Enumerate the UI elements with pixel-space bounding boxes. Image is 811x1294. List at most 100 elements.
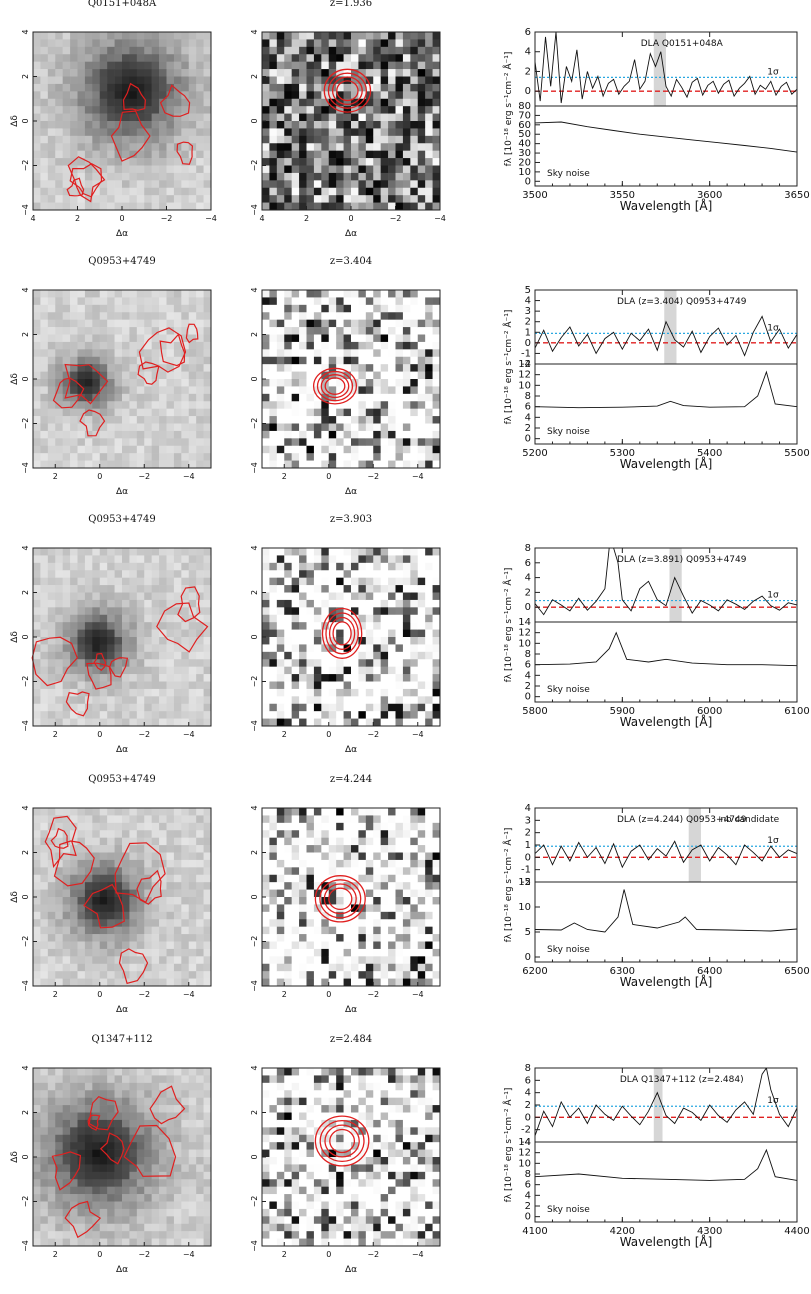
pixel	[196, 460, 204, 469]
pixel	[136, 341, 145, 350]
pixel	[276, 150, 285, 159]
pixel	[299, 622, 307, 630]
pixel	[284, 919, 292, 927]
pixel	[181, 919, 190, 927]
pixel	[92, 158, 101, 166]
pixel	[269, 32, 278, 40]
pixel	[410, 629, 419, 638]
pixel	[40, 688, 49, 697]
x-tick-label: 2	[53, 990, 58, 999]
pixel	[313, 815, 322, 824]
pixel	[136, 91, 145, 100]
pixel	[47, 195, 56, 203]
pixel	[276, 106, 285, 114]
pixel	[40, 815, 49, 824]
pixel	[181, 46, 190, 55]
pixel	[203, 882, 212, 890]
pixel	[306, 83, 315, 92]
pixel	[70, 453, 78, 461]
pixel	[84, 371, 93, 380]
pixel	[373, 83, 381, 92]
pixel	[122, 651, 130, 660]
pixel	[136, 143, 145, 151]
pixel	[92, 423, 101, 432]
pixel	[151, 808, 160, 816]
pixel	[336, 128, 344, 137]
pixel	[122, 852, 130, 861]
pixel	[129, 629, 138, 638]
pixel	[410, 830, 419, 838]
pixel	[159, 46, 167, 55]
pixel	[40, 401, 49, 409]
pixel	[84, 934, 93, 942]
pixel	[62, 897, 71, 905]
pixel	[77, 349, 86, 358]
pixel	[269, 453, 278, 461]
pixel	[284, 852, 292, 861]
pixel	[425, 430, 433, 439]
pixel	[358, 165, 367, 174]
y-tick-label: −2	[21, 676, 30, 688]
pixel	[276, 460, 285, 469]
pixel	[92, 681, 101, 690]
pixel	[151, 445, 160, 454]
pixel	[77, 54, 86, 62]
pixel	[365, 971, 374, 979]
pixel	[402, 54, 411, 62]
pixel	[425, 577, 433, 586]
pixel	[107, 83, 115, 92]
pixel	[181, 941, 190, 950]
pixel	[306, 555, 315, 564]
pixel	[84, 128, 93, 137]
pixel	[166, 607, 175, 616]
pixel	[40, 91, 49, 100]
pixel	[373, 978, 381, 987]
pixel	[166, 919, 175, 927]
pixel	[70, 659, 78, 667]
pixel	[425, 202, 433, 211]
pixel	[328, 555, 337, 564]
pixel	[114, 607, 123, 616]
pixel	[321, 808, 330, 816]
pixel	[70, 577, 78, 586]
pixel	[351, 874, 359, 883]
pixel	[203, 592, 212, 601]
pixel	[432, 614, 441, 623]
pixel	[284, 644, 292, 653]
pixel	[188, 681, 197, 690]
sky-y-tick-label: 6	[525, 402, 531, 413]
contour	[64, 363, 109, 405]
pixel	[136, 297, 145, 306]
pixel	[336, 121, 344, 129]
pixel	[417, 202, 426, 211]
pixel	[151, 304, 160, 313]
pixel	[70, 911, 78, 920]
pixel	[99, 555, 108, 564]
pixel	[84, 622, 93, 630]
pixel	[181, 570, 190, 578]
pixel	[84, 121, 93, 129]
pixel	[284, 651, 292, 660]
pixel	[306, 852, 315, 861]
pixel	[291, 592, 300, 601]
pixel	[166, 681, 175, 690]
pixel	[328, 423, 337, 432]
pixel	[365, 39, 374, 48]
pixel	[351, 304, 359, 313]
pixel	[343, 187, 352, 196]
pixel	[388, 815, 396, 824]
pixel	[99, 703, 108, 712]
pixel	[33, 919, 41, 927]
pixel	[321, 386, 330, 395]
pixel	[62, 356, 71, 365]
pixel	[291, 845, 300, 853]
x-tick-label: 2	[53, 730, 58, 739]
pixel	[299, 859, 307, 868]
pixel	[70, 356, 78, 365]
pixel	[107, 971, 115, 979]
pixel	[313, 128, 322, 137]
pixel	[181, 364, 190, 372]
delta-axis-label: Δδ	[10, 891, 20, 903]
pixel	[432, 150, 441, 159]
pixel	[173, 718, 182, 727]
